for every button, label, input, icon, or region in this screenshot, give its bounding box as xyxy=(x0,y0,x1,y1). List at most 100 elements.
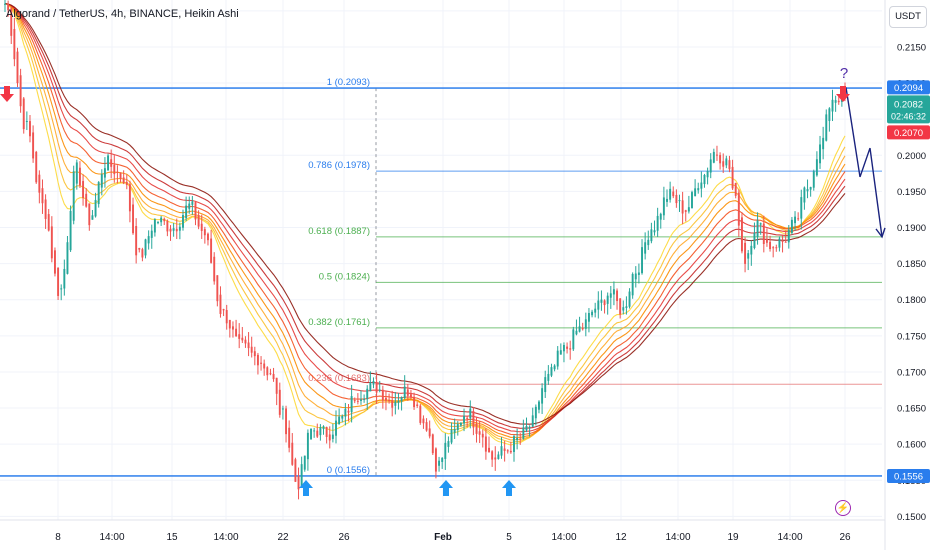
x-tick-label: 14:00 xyxy=(665,532,690,543)
fib-level-label: 0.5 (0.1824) xyxy=(319,271,370,282)
candle-body xyxy=(544,377,547,393)
candle-body xyxy=(594,308,597,313)
flash-icon[interactable]: ⚡ xyxy=(835,500,851,516)
candle-body xyxy=(256,354,259,366)
candle-body xyxy=(29,121,31,137)
candle-body xyxy=(144,239,147,256)
candle-body xyxy=(397,400,400,403)
candle-body xyxy=(38,174,41,193)
y-tick-label: 0.1500 xyxy=(897,512,926,523)
currency-button[interactable]: USDT xyxy=(889,6,927,28)
candle-body xyxy=(160,217,163,223)
candle-body xyxy=(597,300,600,310)
candle-body xyxy=(260,362,263,364)
up-arrow-marker xyxy=(299,480,313,496)
candle-body xyxy=(441,457,444,462)
candle-body xyxy=(394,401,397,406)
ma-ribbon-line xyxy=(4,3,846,436)
candle-body xyxy=(331,434,334,439)
candle-body xyxy=(197,215,200,227)
question-mark: ? xyxy=(840,65,848,82)
candle-body xyxy=(285,408,288,435)
candle-body xyxy=(369,382,372,392)
candle-body xyxy=(694,188,697,197)
candle-body xyxy=(709,159,712,173)
candle-body xyxy=(519,438,522,440)
candle-body xyxy=(703,175,706,185)
candle-body xyxy=(737,192,740,226)
candle-body xyxy=(231,326,234,330)
candle-body xyxy=(225,310,228,324)
candle-body xyxy=(272,373,275,380)
candle-body xyxy=(656,215,659,231)
candle-body xyxy=(834,100,837,103)
x-tick-label: Feb xyxy=(434,532,452,543)
candle-body xyxy=(53,250,56,274)
candle-body xyxy=(366,388,369,400)
candle-body xyxy=(372,381,375,385)
candle-body xyxy=(450,429,453,443)
candle-body xyxy=(57,267,60,296)
candle-body xyxy=(781,240,784,242)
projection-path xyxy=(845,87,883,237)
candle-body xyxy=(587,313,590,322)
candle-body xyxy=(566,346,569,349)
candle-body xyxy=(609,293,612,298)
candle-body xyxy=(82,181,85,199)
candle-body xyxy=(500,446,503,456)
candle-body xyxy=(456,423,459,431)
candle-body xyxy=(297,476,300,490)
candle-body xyxy=(169,228,172,232)
fib-level-label: 1 (0.2093) xyxy=(327,77,370,88)
candle-body xyxy=(459,422,462,426)
ma-ribbon-line xyxy=(4,3,846,433)
candle-body xyxy=(425,422,428,431)
candle-body xyxy=(503,448,506,451)
candle-body xyxy=(603,300,606,306)
candle-body xyxy=(625,306,628,309)
candle-body xyxy=(747,253,750,259)
candle-body xyxy=(228,319,231,329)
candle-body xyxy=(322,426,325,430)
candle-body xyxy=(406,389,409,396)
candle-body xyxy=(328,434,331,441)
candle-body xyxy=(194,202,197,220)
y-tick-label: 0.1850 xyxy=(897,259,926,270)
candle-body xyxy=(606,295,609,304)
candle-body xyxy=(622,307,625,311)
candle-body xyxy=(244,339,247,344)
candle-body xyxy=(444,442,447,459)
candle-body xyxy=(762,223,765,245)
candle-body xyxy=(775,247,778,249)
candle-body xyxy=(578,326,581,332)
candle-body xyxy=(669,188,672,200)
y-tick-label: 0.1650 xyxy=(897,404,926,415)
candle-body xyxy=(97,182,100,205)
candle-body xyxy=(756,220,759,237)
candle-body xyxy=(491,451,494,460)
candle-body xyxy=(644,242,647,254)
candle-body xyxy=(135,226,138,256)
candle-body xyxy=(356,400,359,402)
y-tick-label: 0.1600 xyxy=(897,440,926,451)
candle-body xyxy=(381,389,384,401)
candle-body xyxy=(559,350,562,355)
candle-body xyxy=(706,170,709,178)
x-tick-label: 15 xyxy=(166,532,178,543)
candle-body xyxy=(235,328,238,337)
candle-body xyxy=(712,151,715,163)
down-arrow-marker xyxy=(0,86,14,102)
candle-body xyxy=(691,192,693,209)
candle-body xyxy=(740,217,743,252)
candle-body xyxy=(600,299,603,303)
candle-body xyxy=(219,294,222,314)
candle-body xyxy=(281,408,284,410)
x-tick-label: 14:00 xyxy=(777,532,802,543)
candle-body xyxy=(375,381,378,393)
candle-body xyxy=(63,268,66,289)
candle-body xyxy=(413,396,416,408)
candle-body xyxy=(388,400,391,402)
candle-body xyxy=(288,427,291,448)
